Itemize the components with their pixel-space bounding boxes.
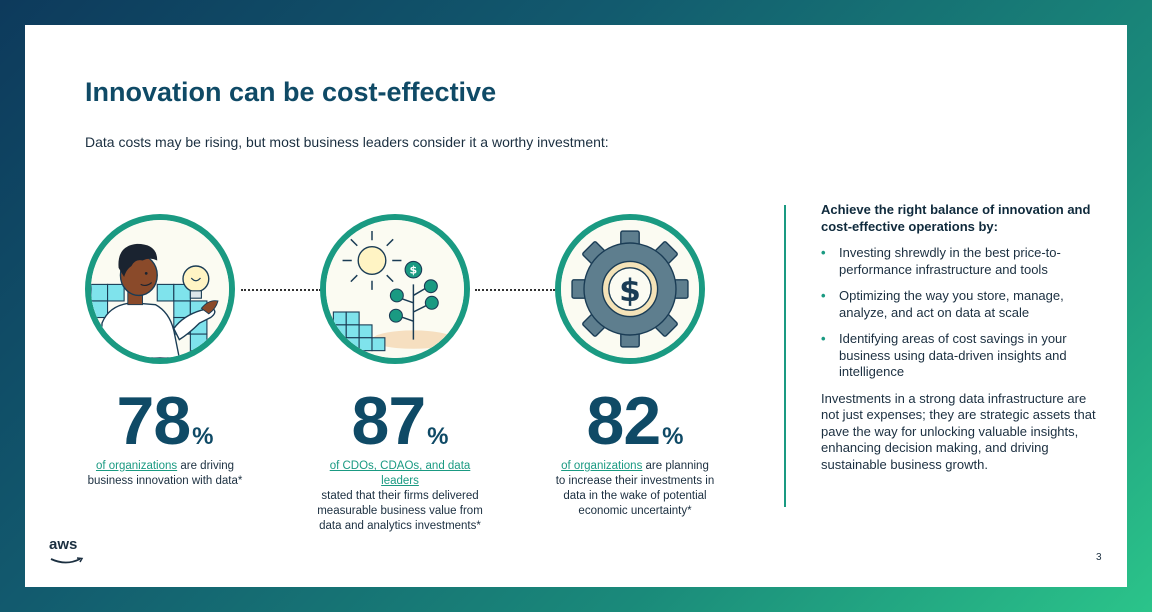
logo-text: aws — [49, 536, 78, 553]
stat-block: 87% of CDOs, CDAOs, and data leaders sta… — [300, 387, 500, 534]
sidebar-list: • Investing shrewdly in the best price-to… — [821, 245, 1096, 381]
aws-smile-icon — [50, 557, 84, 564]
sidebar-heading: Achieve the right balance of innovation … — [821, 202, 1091, 234]
stat-source-link[interactable]: of organizations — [561, 460, 643, 472]
sun-plant-growth-icon: $ — [320, 214, 470, 364]
page-subtitle: Data costs may be rising, but most busin… — [85, 134, 609, 150]
stat-value: 78% — [116, 383, 214, 459]
stat-value: 82% — [586, 383, 684, 459]
bullet-icon: • — [821, 245, 826, 260]
svg-text:$: $ — [410, 263, 418, 276]
stat-source-link[interactable]: of CDOs, CDAOs, and data leaders — [329, 460, 471, 487]
stat-block: 82% of organizations are planning to inc… — [535, 387, 735, 519]
stat-description: of organizations are driving business in… — [87, 460, 243, 487]
list-item: • Optimizing the way you store, manage, a… — [821, 288, 1064, 320]
dotted-connector — [475, 289, 555, 291]
list-item: • Investing shrewdly in the best price-to… — [821, 245, 1061, 277]
stat-description: of organizations are planning to increas… — [555, 460, 715, 517]
vertical-divider — [784, 205, 786, 507]
page-title: Innovation can be cost-effective — [85, 77, 497, 107]
sidebar-panel: Achieve the right balance of innovation … — [821, 202, 1096, 473]
svg-text:$: $ — [619, 273, 641, 309]
stat-value: 87% — [351, 383, 449, 459]
dotted-connector — [241, 289, 321, 291]
sidebar-footer: Investments in a strong data infrastruct… — [821, 390, 1096, 472]
page-number: 3 — [1096, 552, 1102, 563]
person-lightbulb-icon — [85, 214, 235, 364]
aws-logo: aws — [49, 536, 89, 564]
bullet-icon: • — [821, 331, 826, 346]
stat-description: of CDOs, CDAOs, and data leaders stated … — [317, 460, 483, 532]
list-item: • Identifying areas of cost savings in yo… — [821, 331, 1067, 379]
gear-dollar-icon: $ — [555, 214, 705, 364]
slide-card: Innovation can be cost-effective Data co… — [25, 25, 1127, 587]
stat-block: 78% of organizations are driving busines… — [65, 387, 265, 489]
bullet-icon: • — [821, 288, 826, 303]
stat-source-link[interactable]: of organizations — [95, 460, 178, 472]
